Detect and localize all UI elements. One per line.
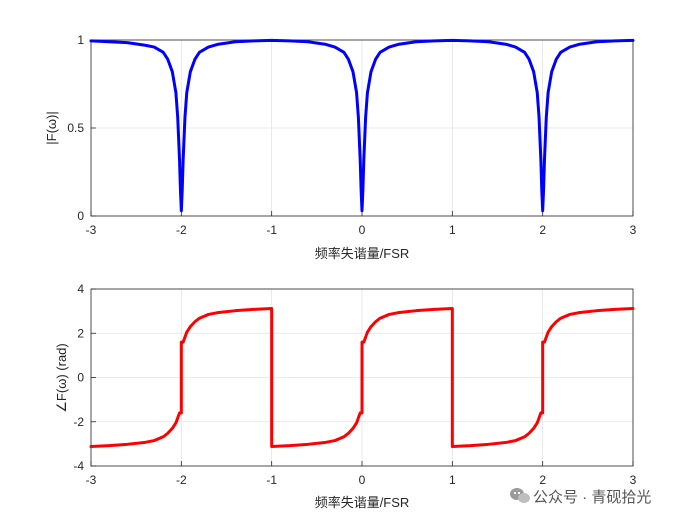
phase-y-tick-label: -4 <box>73 459 84 473</box>
magnitude-y-tick-label: 0 <box>77 209 84 223</box>
magnitude-x-axis-label: 频率失谐量/FSR <box>315 246 410 261</box>
phase-x-tick-label: 1 <box>449 473 456 487</box>
phase-y-tick-label: 0 <box>77 371 84 385</box>
phase-axes: -3 -2 -1 0 1 2 3 -4 -2 0 2 4 频率失谐量/FSR ∠F(ω) (rad) <box>54 282 637 510</box>
magnitude-x-tick-label: 3 <box>630 223 637 237</box>
phase-x-tick-label: 3 <box>630 473 637 487</box>
phase-series-line <box>89 306 635 449</box>
phase-x-axis-label: 频率失谐量/FSR <box>315 495 410 510</box>
phase-ticks: -3 -2 -1 0 1 2 3 -4 -2 0 2 4 <box>73 282 636 487</box>
phase-y-tick-label: -2 <box>73 415 84 429</box>
phase-y-tick-label: 4 <box>77 282 84 296</box>
magnitude-x-tick-label: 2 <box>539 223 546 237</box>
magnitude-y-tick-label: 0.5 <box>67 121 84 135</box>
phase-x-tick-label: 2 <box>539 473 546 487</box>
magnitude-x-tick-label: -1 <box>266 223 277 237</box>
magnitude-x-tick-label: -3 <box>86 223 97 237</box>
watermark: 公众号 · 青砚拾光 <box>510 488 651 506</box>
magnitude-y-axis-label: |F(ω)| <box>44 111 59 145</box>
magnitude-x-tick-label: 1 <box>449 223 456 237</box>
phase-x-tick-label: -1 <box>266 473 277 487</box>
watermark-text: 公众号 · 青砚拾光 <box>533 489 651 506</box>
magnitude-axes: -3 -2 -1 0 1 2 3 0 0.5 1 频率失谐量/FSR |F(ω)| <box>44 33 637 261</box>
phase-x-tick-label: -2 <box>176 473 187 487</box>
magnitude-x-tick-label: -2 <box>176 223 187 237</box>
phase-y-tick-label: 2 <box>77 326 84 340</box>
magnitude-series-line <box>89 38 635 213</box>
magnitude-ticks: -3 -2 -1 0 1 2 3 0 0.5 1 <box>67 33 636 237</box>
phase-x-tick-label: 0 <box>359 473 366 487</box>
wechat-icon <box>510 488 530 503</box>
phase-y-axis-label: ∠F(ω) (rad) <box>54 343 69 412</box>
magnitude-y-tick-label: 1 <box>77 33 84 47</box>
magnitude-x-tick-label: 0 <box>359 223 366 237</box>
phase-x-tick-label: -3 <box>86 473 97 487</box>
